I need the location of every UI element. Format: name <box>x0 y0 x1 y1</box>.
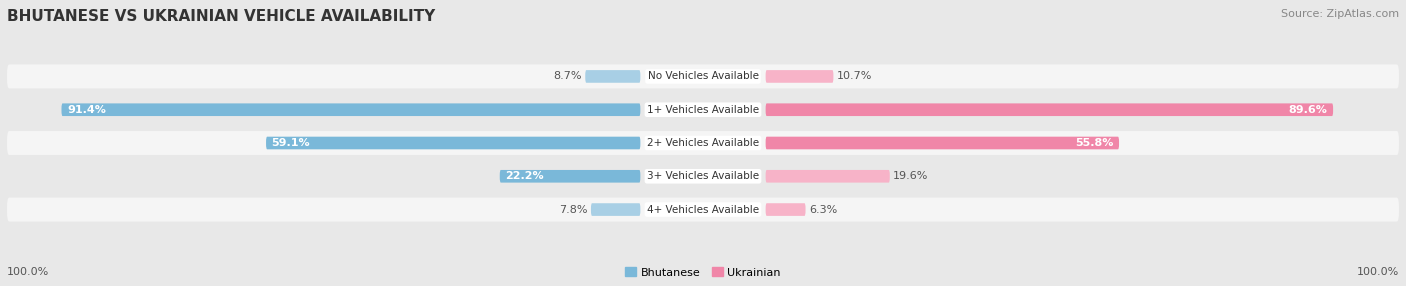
Text: 6.3%: 6.3% <box>808 204 837 214</box>
FancyBboxPatch shape <box>7 64 1399 88</box>
Text: 2+ Vehicles Available: 2+ Vehicles Available <box>647 138 759 148</box>
FancyBboxPatch shape <box>585 70 640 83</box>
Text: 100.0%: 100.0% <box>7 267 49 277</box>
FancyBboxPatch shape <box>266 137 640 149</box>
Text: 22.2%: 22.2% <box>505 171 544 181</box>
Text: 89.6%: 89.6% <box>1289 105 1327 115</box>
FancyBboxPatch shape <box>766 170 890 182</box>
FancyBboxPatch shape <box>7 164 1399 188</box>
Legend: Bhutanese, Ukrainian: Bhutanese, Ukrainian <box>626 267 780 278</box>
Text: 59.1%: 59.1% <box>271 138 311 148</box>
Text: 100.0%: 100.0% <box>1357 267 1399 277</box>
Text: 8.7%: 8.7% <box>554 72 582 82</box>
Text: 7.8%: 7.8% <box>560 204 588 214</box>
FancyBboxPatch shape <box>7 131 1399 155</box>
FancyBboxPatch shape <box>7 198 1399 222</box>
FancyBboxPatch shape <box>766 70 834 83</box>
FancyBboxPatch shape <box>766 203 806 216</box>
FancyBboxPatch shape <box>591 203 640 216</box>
Text: 10.7%: 10.7% <box>837 72 872 82</box>
FancyBboxPatch shape <box>766 137 1119 149</box>
Text: No Vehicles Available: No Vehicles Available <box>648 72 758 82</box>
Text: 91.4%: 91.4% <box>67 105 105 115</box>
FancyBboxPatch shape <box>7 98 1399 122</box>
Text: Source: ZipAtlas.com: Source: ZipAtlas.com <box>1281 9 1399 19</box>
Text: 4+ Vehicles Available: 4+ Vehicles Available <box>647 204 759 214</box>
FancyBboxPatch shape <box>766 104 1333 116</box>
Text: BHUTANESE VS UKRAINIAN VEHICLE AVAILABILITY: BHUTANESE VS UKRAINIAN VEHICLE AVAILABIL… <box>7 9 436 23</box>
Text: 3+ Vehicles Available: 3+ Vehicles Available <box>647 171 759 181</box>
Text: 19.6%: 19.6% <box>893 171 928 181</box>
Text: 1+ Vehicles Available: 1+ Vehicles Available <box>647 105 759 115</box>
FancyBboxPatch shape <box>499 170 640 182</box>
Text: 55.8%: 55.8% <box>1076 138 1114 148</box>
FancyBboxPatch shape <box>62 104 640 116</box>
